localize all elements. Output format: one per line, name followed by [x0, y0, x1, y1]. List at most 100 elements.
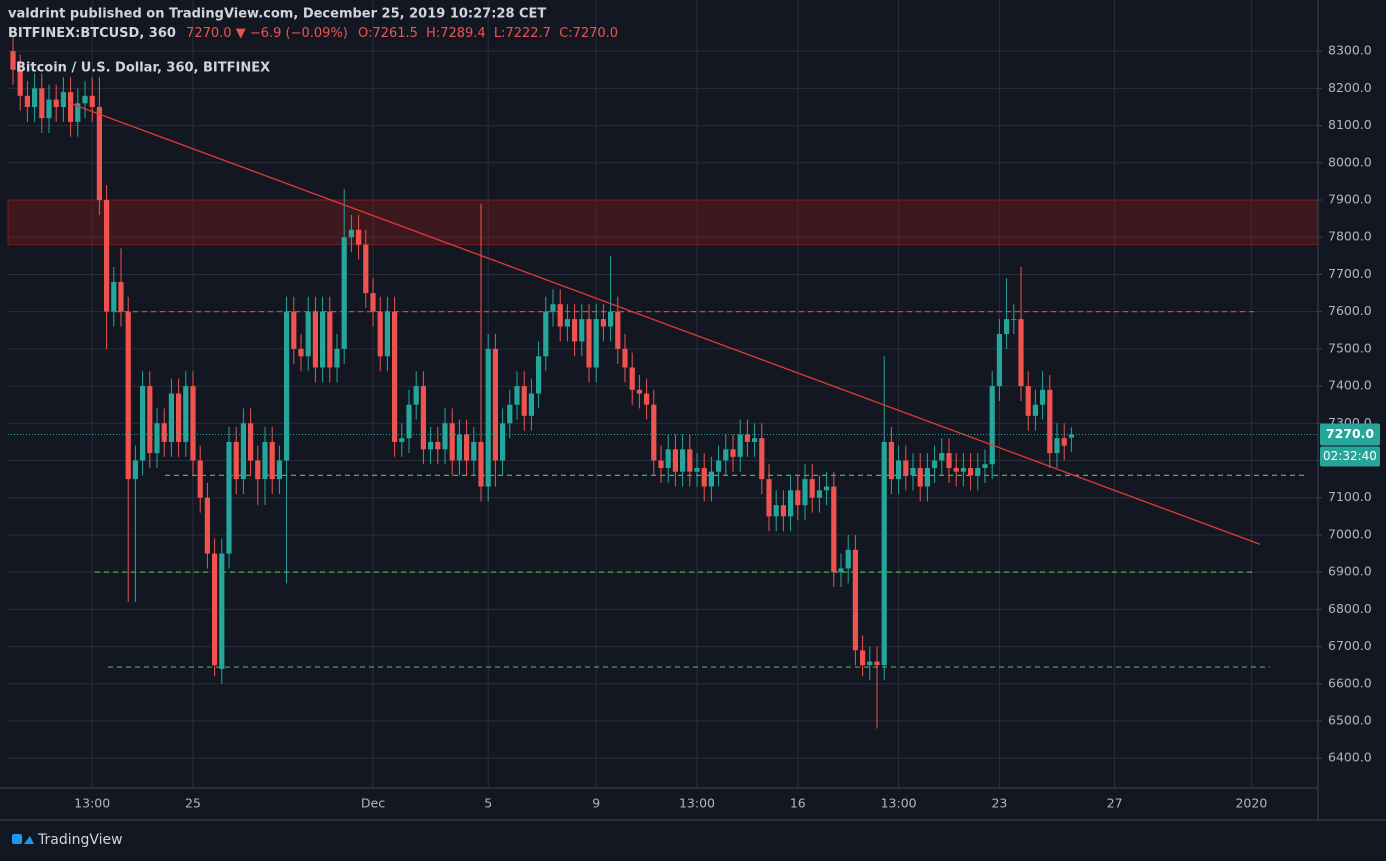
- y-tick-label: 7000.0: [1328, 526, 1372, 541]
- candle-body: [1011, 319, 1017, 321]
- candle-body: [716, 460, 722, 472]
- candle-body: [521, 386, 527, 416]
- candle-body: [780, 505, 786, 517]
- brand: TradingView: [37, 832, 123, 848]
- candle-body: [989, 386, 995, 465]
- candle-body: [824, 486, 830, 491]
- candle-body: [996, 333, 1002, 387]
- y-tick-label: 7600.0: [1328, 303, 1372, 318]
- candle-body: [1004, 319, 1010, 334]
- candle-body: [1040, 389, 1046, 405]
- candle-body: [32, 88, 38, 107]
- candle-body: [17, 69, 23, 96]
- y-tick-label: 7800.0: [1328, 229, 1372, 244]
- candle-body: [24, 95, 30, 107]
- candle-body: [867, 661, 873, 666]
- candle-body: [96, 106, 102, 201]
- candle-body: [377, 311, 383, 357]
- candle-body: [1032, 404, 1038, 416]
- countdown-tag: [1320, 446, 1380, 467]
- candle-body: [154, 423, 160, 454]
- candle-body: [802, 479, 808, 506]
- chart-title: Bitcoin / U.S. Dollar, 360, BITFINEX: [16, 61, 270, 76]
- candle-body: [615, 311, 621, 349]
- y-tick-label: 6600.0: [1328, 675, 1372, 690]
- candle-body: [960, 467, 966, 472]
- y-tick-label: 6400.0: [1328, 750, 1372, 765]
- candle-body: [528, 393, 534, 416]
- candle-body: [773, 505, 779, 517]
- candle-body: [399, 438, 405, 442]
- change: 7270.0 ▼ −6.9 (−0.09%): [186, 26, 348, 41]
- candle-body: [708, 471, 714, 487]
- candle-body: [46, 99, 52, 119]
- candle-body: [795, 490, 801, 506]
- candle-body: [629, 367, 635, 390]
- y-tick-label: 7700.0: [1328, 266, 1372, 281]
- candle-body: [75, 103, 81, 122]
- candle-body: [766, 479, 772, 517]
- candle-body: [910, 467, 916, 476]
- x-tick-label: 9: [592, 796, 600, 811]
- candle-body: [233, 441, 239, 480]
- candle-body: [1054, 438, 1060, 454]
- candle-body: [456, 434, 462, 461]
- candle-body: [298, 348, 304, 357]
- candle-body: [917, 467, 923, 487]
- candle-body: [363, 244, 369, 294]
- candle-body: [140, 386, 146, 461]
- candle-body: [276, 460, 282, 480]
- low: L:7222.7: [494, 26, 551, 41]
- candle-body: [125, 311, 131, 480]
- candle-body: [1047, 389, 1053, 454]
- candle-body: [888, 441, 894, 480]
- candle-body: [168, 393, 174, 442]
- candle-body: [312, 311, 318, 368]
- candle-body: [183, 386, 189, 442]
- candle-body: [334, 348, 340, 368]
- y-tick-label: 6700.0: [1328, 638, 1372, 653]
- last-price-tag: [1320, 423, 1380, 446]
- candle-body: [320, 311, 326, 368]
- candle-body: [687, 449, 693, 472]
- candle-body: [550, 304, 556, 312]
- candle-body: [485, 348, 491, 487]
- candle-body: [348, 229, 354, 238]
- x-tick-label: 13:00: [74, 796, 110, 811]
- candle-body: [737, 434, 743, 457]
- candle-body: [464, 434, 470, 461]
- candle-body: [982, 464, 988, 468]
- candle-body: [471, 441, 477, 461]
- resistance-zone: [7, 199, 1319, 246]
- candle-body: [384, 311, 390, 357]
- trendline: [69, 102, 1261, 545]
- candle-body: [428, 441, 434, 450]
- x-tick-label: 27: [1107, 796, 1123, 811]
- candle-body: [564, 319, 570, 327]
- plot-area: [7, 0, 1319, 788]
- candle-body: [161, 423, 167, 442]
- candle-body: [809, 479, 815, 498]
- candle-body: [1018, 319, 1024, 387]
- y-tick-label: 8000.0: [1328, 154, 1372, 169]
- candle-body: [752, 438, 758, 442]
- candle-body: [579, 319, 585, 342]
- candle-body: [111, 281, 117, 312]
- candle-body: [586, 319, 592, 368]
- x-tick-label: 13:00: [679, 796, 715, 811]
- candle-body: [946, 453, 952, 468]
- candle-body: [305, 311, 311, 357]
- candle-body: [435, 441, 441, 450]
- candle-body: [845, 549, 851, 569]
- x-tick-label: 25: [185, 796, 201, 811]
- candle-body: [672, 449, 678, 472]
- x-tick-label: Dec: [361, 796, 385, 811]
- y-tick-label: 6500.0: [1328, 713, 1372, 728]
- y-tick-label: 8300.0: [1328, 43, 1372, 58]
- y-tick-label: 7900.0: [1328, 192, 1372, 207]
- candle-body: [788, 490, 794, 517]
- candle-body: [500, 423, 506, 461]
- candle-body: [420, 386, 426, 450]
